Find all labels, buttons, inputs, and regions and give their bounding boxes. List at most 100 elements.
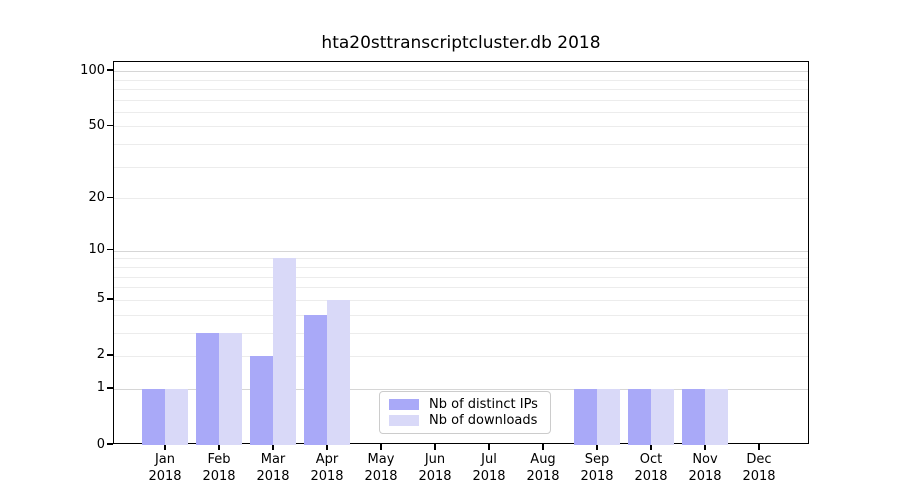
y-tick-mark [107,354,113,356]
gridline-minor [114,111,808,113]
y-tick-label: 5 [96,291,105,307]
x-tick-mark [488,444,490,450]
y-tick-label: 2 [96,347,105,363]
y-tick-mark [107,248,113,251]
gridline-minor [114,88,808,90]
y-tick-label: 50 [88,117,105,133]
gridline-major [114,71,808,73]
x-tick-month: May [367,452,395,467]
gridline-minor [114,355,808,357]
x-tick-year: 2018 [634,468,668,484]
x-tick-month: Jan [154,452,176,467]
legend-label-distinct-ips: Nb of distinct IPs [429,396,538,412]
x-tick-month: Oct [639,452,663,467]
x-tick-year: 2018 [580,468,614,484]
x-tick-label-nov: Nov 2018 [673,452,737,485]
bar-distinct-ips-nov [682,388,705,445]
bar-downloads-apr [327,299,350,445]
x-tick-month: Mar [260,452,286,467]
gridline-minor [114,287,808,289]
x-tick-label-jan: Jan 2018 [133,452,197,485]
x-tick-mark [596,444,598,450]
x-tick-year: 2018 [472,468,506,484]
bar-distinct-ips-apr [304,314,327,445]
y-tick-mark [107,196,113,199]
x-tick-mark [326,444,328,450]
gridline-minor [114,144,808,146]
gridline-minor [114,276,808,278]
chart-title: hta20sttranscriptcluster.db 2018 [321,33,601,53]
y-tick-mark [107,69,113,71]
bar-distinct-ips-feb [196,332,219,445]
x-tick-mark [650,444,652,450]
x-tick-mark [758,444,760,450]
x-tick-year: 2018 [256,468,290,484]
x-tick-label-sep: Sep 2018 [565,452,629,485]
x-tick-mark [380,444,382,450]
bar-downloads-nov [705,388,728,445]
gridline-minor [114,99,808,101]
y-tick-label: 20 [88,189,105,205]
x-tick-year: 2018 [526,468,560,484]
x-tick-mark [164,444,166,450]
x-tick-month: Sep [584,452,610,467]
x-tick-month: Aug [530,452,556,467]
gridline-minor [114,258,808,260]
bar-downloads-sep [597,388,620,445]
x-tick-year: 2018 [742,468,776,484]
legend: Nb of distinct IPs Nb of downloads [379,391,551,434]
bar-distinct-ips-mar [250,355,273,445]
x-tick-label-jul: Jul 2018 [457,452,521,485]
x-tick-mark [218,444,220,450]
x-tick-month: Feb [207,452,231,467]
gridline-major [114,250,808,252]
legend-label-downloads: Nb of downloads [429,413,538,429]
x-tick-month: Nov [692,452,718,467]
x-tick-year: 2018 [310,468,344,484]
y-tick-label: 0 [96,436,105,452]
gridline-minor [114,332,808,334]
bar-downloads-jan [165,388,188,445]
legend-item-downloads: Nb of downloads [389,413,542,429]
y-tick-mark [107,298,113,300]
x-tick-month: Apr [315,452,339,467]
x-tick-year: 2018 [688,468,722,484]
bar-downloads-oct [651,388,674,445]
x-tick-mark [272,444,274,450]
bar-distinct-ips-oct [628,388,651,445]
legend-swatch-downloads-icon [389,415,419,427]
gridline-minor [114,266,808,268]
y-tick-label: 1 [96,380,105,396]
x-tick-year: 2018 [364,468,398,484]
x-tick-label-oct: Oct 2018 [619,452,683,485]
x-tick-mark [434,444,436,450]
legend-item-distinct-ips: Nb of distinct IPs [389,396,542,412]
bar-downloads-feb [219,332,242,445]
gridline-minor [114,314,808,316]
x-tick-label-feb: Feb 2018 [187,452,251,485]
gridline-minor [114,299,808,301]
x-tick-year: 2018 [148,468,182,484]
gridline-major [114,388,808,390]
bar-downloads-mar [273,258,296,445]
x-tick-mark [704,444,706,450]
x-tick-month: Jun [424,452,446,467]
y-tick-label: 100 [80,62,105,78]
x-tick-month: Jul [481,452,497,467]
gridline-minor [114,198,808,200]
y-tick-label: 10 [88,242,105,258]
legend-swatch-distinct-ips-icon [389,398,419,410]
x-tick-label-apr: Apr 2018 [295,452,359,485]
bar-distinct-ips-jan [142,388,165,445]
x-tick-label-aug: Aug 2018 [511,452,575,485]
x-tick-label-jun: Jun 2018 [403,452,467,485]
y-tick-mark [107,124,113,127]
y-tick-mark [107,443,113,445]
x-tick-year: 2018 [418,468,452,484]
y-tick-mark [107,387,113,389]
x-tick-month: Dec [746,452,772,467]
gridline-minor [114,126,808,128]
x-tick-mark [542,444,544,450]
x-tick-label-mar: Mar 2018 [241,452,305,485]
